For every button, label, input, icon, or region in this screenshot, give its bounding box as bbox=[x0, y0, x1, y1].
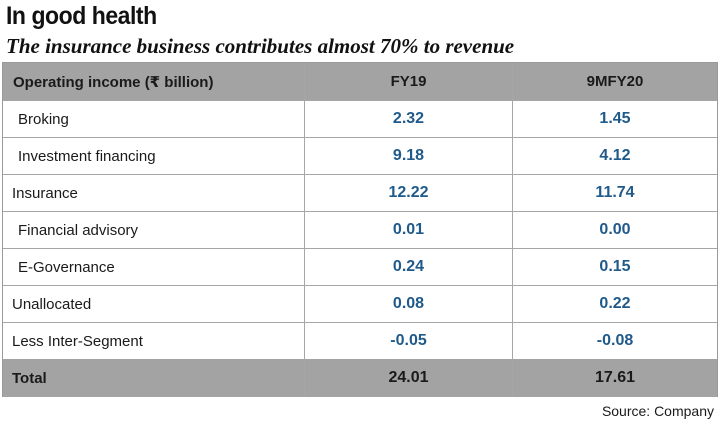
data-table: Operating income (₹ billion) FY19 9MFY20… bbox=[2, 62, 718, 397]
total-fy19: 24.01 bbox=[305, 359, 513, 397]
table-row: Insurance 12.22 11.74 bbox=[3, 175, 717, 212]
value-fy19: 2.32 bbox=[305, 101, 513, 137]
table-row: Less Inter-Segment -0.05 -0.08 bbox=[3, 323, 717, 360]
row-label: Insurance bbox=[3, 175, 305, 211]
row-label: E-Governance bbox=[3, 249, 305, 285]
value-fy19: 0.24 bbox=[305, 249, 513, 285]
table-row: Financial advisory 0.01 0.00 bbox=[3, 212, 717, 249]
header-fy19: FY19 bbox=[305, 63, 513, 100]
table-row: E-Governance 0.24 0.15 bbox=[3, 249, 717, 286]
table-row: Unallocated 0.08 0.22 bbox=[3, 286, 717, 323]
table-row: Investment financing 9.18 4.12 bbox=[3, 138, 717, 175]
row-label: Financial advisory bbox=[3, 212, 305, 248]
row-label: Investment financing bbox=[3, 138, 305, 174]
total-9mfy20: 17.61 bbox=[594, 369, 636, 386]
value-fy19: 9.18 bbox=[305, 138, 513, 174]
row-label: Less Inter-Segment bbox=[3, 323, 305, 359]
value-9mfy20: 0.15 bbox=[599, 258, 631, 275]
value-fy19: 0.01 bbox=[305, 212, 513, 248]
value-9mfy20: 1.45 bbox=[599, 110, 631, 127]
total-label: Total bbox=[3, 359, 305, 397]
chart-subtitle: The insurance business contributes almos… bbox=[6, 34, 515, 58]
value-9mfy20: 11.74 bbox=[595, 184, 635, 201]
table-row: Broking 2.32 1.45 bbox=[3, 101, 717, 138]
value-9mfy20: 0.00 bbox=[599, 221, 631, 238]
value-fy19: -0.05 bbox=[305, 323, 513, 359]
chart-title: In good health bbox=[6, 2, 157, 30]
value-9mfy20: -0.08 bbox=[596, 332, 634, 349]
header-label: Operating income (₹ billion) bbox=[3, 63, 305, 100]
source-note: Source: Company bbox=[601, 403, 714, 419]
table-total-row: Total 24.01 17.61 bbox=[3, 359, 717, 397]
value-fy19: 12.22 bbox=[305, 175, 513, 211]
value-9mfy20: 4.12 bbox=[599, 147, 631, 164]
value-fy19: 0.08 bbox=[305, 286, 513, 322]
table-header-row: Operating income (₹ billion) FY19 9MFY20 bbox=[3, 63, 717, 101]
value-9mfy20: 0.22 bbox=[599, 295, 631, 312]
row-label: Unallocated bbox=[3, 286, 305, 322]
row-label: Broking bbox=[3, 101, 305, 137]
header-9mfy20: 9MFY20 bbox=[586, 73, 644, 90]
